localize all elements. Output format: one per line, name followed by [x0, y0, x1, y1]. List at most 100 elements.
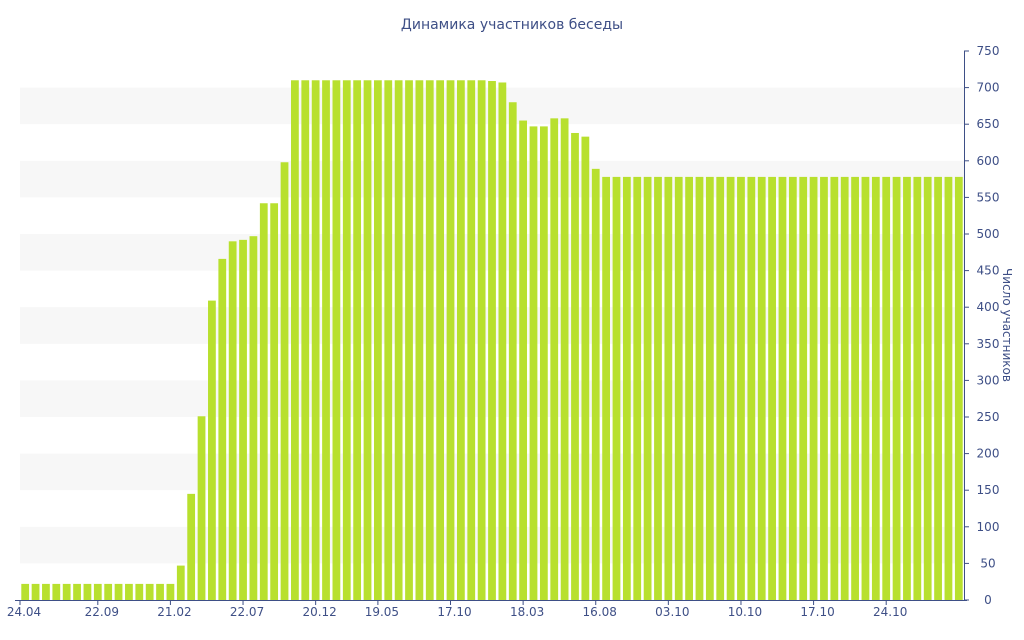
x-tick-label: 20.12 [302, 605, 336, 619]
bar [726, 176, 735, 601]
y-tick-label: 350 [977, 337, 1000, 351]
bar [529, 126, 538, 600]
bar [809, 176, 818, 601]
axes [15, 51, 967, 601]
bar [664, 176, 673, 601]
bar [446, 80, 455, 600]
bar [519, 120, 528, 600]
bar [208, 300, 216, 600]
bar [342, 80, 351, 600]
x-tick-label: 24.04 [7, 605, 41, 619]
x-tick-label: 16.08 [583, 605, 617, 619]
bar [166, 583, 175, 600]
bar [643, 176, 652, 601]
bar [425, 80, 434, 600]
y-tick-label: 0 [984, 593, 992, 607]
bar [415, 80, 424, 600]
bar [695, 176, 704, 601]
bar [21, 583, 30, 600]
y-tick-label: 600 [977, 154, 1000, 168]
bar [456, 80, 465, 600]
bar [498, 82, 507, 600]
bar [322, 80, 330, 600]
bar [374, 80, 382, 600]
bar [913, 176, 922, 601]
bar [882, 176, 891, 601]
bar [737, 176, 745, 601]
bar [228, 241, 237, 600]
bar [114, 583, 123, 600]
bar [301, 80, 310, 600]
y-tick-label: 750 [977, 44, 1000, 58]
bar [156, 583, 164, 600]
bar [363, 80, 372, 600]
y-tick-label: 700 [977, 81, 1000, 95]
bar [539, 126, 548, 600]
bar [394, 80, 403, 600]
bar [612, 176, 621, 601]
bar [705, 176, 714, 601]
bar [871, 176, 880, 601]
bar [176, 565, 185, 600]
bar [145, 583, 154, 600]
bar [560, 118, 569, 601]
y-tick-label: 450 [977, 264, 1000, 278]
y-tick-label: 550 [977, 190, 1000, 204]
bar [622, 176, 631, 601]
y-tick-label: 250 [977, 410, 1000, 424]
bar [550, 118, 559, 601]
bar [73, 583, 81, 600]
x-tick-label: 03.10 [655, 605, 689, 619]
bar [768, 176, 776, 601]
bars [21, 80, 963, 601]
bar [405, 80, 413, 600]
y-tick-label: 50 [980, 556, 995, 570]
bar [820, 176, 828, 601]
y-tick-label: 100 [977, 520, 1000, 534]
bar [259, 203, 268, 601]
y-tick-label: 500 [977, 227, 1000, 241]
bar [125, 583, 133, 600]
bar [788, 176, 797, 601]
bar [42, 583, 50, 600]
bar [716, 176, 725, 601]
bar [508, 102, 517, 601]
bar [187, 493, 196, 600]
y-tick-label: 200 [977, 447, 1000, 461]
y-axis-label: Число участников [1000, 268, 1014, 382]
bar [104, 583, 113, 600]
bar [581, 136, 590, 601]
bar [477, 80, 486, 600]
bar [830, 176, 839, 601]
x-tick-label: 10.10 [728, 605, 762, 619]
x-ticks: 24.04 22.09 21.02 22.07 20.12 19.05 17.10 18.03… [7, 600, 907, 619]
bar [903, 176, 911, 601]
bar [249, 236, 258, 601]
bar [685, 176, 693, 601]
bar [934, 176, 942, 601]
bar [83, 583, 92, 600]
bar [799, 176, 808, 601]
bar [591, 168, 600, 601]
bar [674, 176, 683, 601]
bar [332, 80, 341, 600]
bar [52, 583, 61, 600]
bar [923, 176, 932, 601]
bar [353, 80, 362, 600]
bar [571, 132, 579, 600]
bar [197, 416, 206, 600]
bar [633, 176, 642, 601]
bar [291, 80, 299, 600]
bar [384, 80, 393, 600]
bar [488, 81, 496, 600]
x-tick-label: 21.02 [157, 605, 191, 619]
x-tick-label: 24.10 [873, 605, 907, 619]
bar [218, 258, 227, 600]
bar [31, 583, 40, 600]
bar [840, 176, 849, 601]
bar [892, 176, 901, 601]
bar [135, 583, 144, 600]
bar [436, 80, 445, 600]
